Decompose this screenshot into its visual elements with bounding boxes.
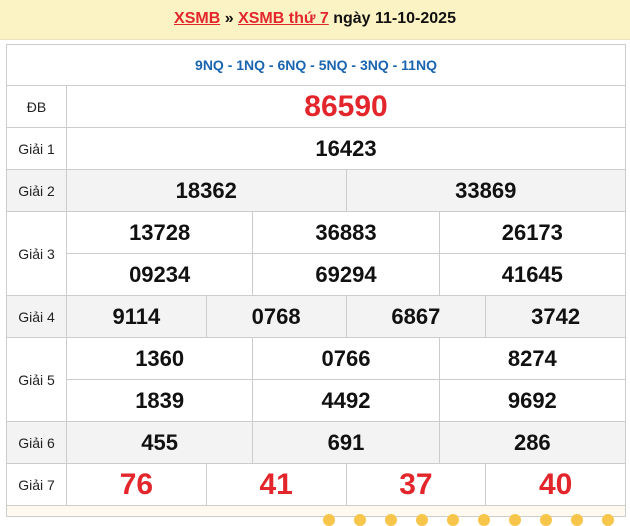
prize-number: 1360 bbox=[135, 345, 185, 371]
ball-icon bbox=[323, 514, 335, 526]
number-balls-strip bbox=[6, 505, 626, 526]
prize-number: 33869 bbox=[345, 170, 626, 211]
prize-number: 13728 bbox=[129, 219, 191, 245]
ball-icon bbox=[540, 514, 552, 526]
prize-row-g4: Giải 4 9114 0768 6867 3742 bbox=[7, 296, 625, 338]
prize-number: 9114 bbox=[112, 303, 161, 329]
prize-number: 86590 bbox=[304, 89, 388, 123]
prize-label: Giải 2 bbox=[7, 170, 67, 211]
prize-label: Giải 7 bbox=[7, 464, 67, 505]
prize-number: 455 bbox=[141, 429, 179, 455]
ball-icon bbox=[571, 514, 583, 526]
prize-number: 40 bbox=[485, 464, 625, 505]
prize-number: 26173 bbox=[438, 212, 625, 253]
results-header: XSMB » XSMB thứ 7 ngày 11-10-2025 bbox=[0, 0, 630, 40]
prize-number: 18362 bbox=[175, 177, 237, 203]
prize-label: Giải 3 bbox=[7, 212, 67, 295]
prize-number: 286 bbox=[438, 422, 625, 463]
ball-icon bbox=[447, 514, 459, 526]
prize-number: 6867 bbox=[345, 296, 486, 337]
prize-row-g7: Giải 7 76 41 37 40 bbox=[7, 464, 625, 506]
ball-icon bbox=[478, 514, 490, 526]
prize-label: ĐB bbox=[7, 86, 67, 127]
prize-label: Giải 5 bbox=[7, 338, 67, 421]
prize-number: 3742 bbox=[485, 296, 625, 337]
prize-number: 09234 bbox=[129, 261, 191, 287]
prize-row-db: ĐB 86590 bbox=[7, 86, 625, 128]
prize-number: 9692 bbox=[438, 380, 625, 421]
prize-number: 41645 bbox=[438, 254, 625, 295]
prize-row-g2: Giải 2 18362 33869 bbox=[7, 170, 625, 212]
prize-row-g1: Giải 1 16423 bbox=[7, 128, 625, 170]
xsmb-link[interactable]: XSMB bbox=[174, 10, 221, 27]
prize-label: Giải 4 bbox=[7, 296, 67, 337]
prize-number: 41 bbox=[205, 464, 346, 505]
prize-row-g6: Giải 6 455 691 286 bbox=[7, 422, 625, 464]
prize-number: 16423 bbox=[315, 135, 377, 161]
prize-label: Giải 1 bbox=[7, 128, 67, 169]
prize-number: 8274 bbox=[438, 338, 625, 379]
ball-icon bbox=[602, 514, 614, 526]
prize-row-g5: Giải 5 1360 0766 8274 1839 4492 9692 bbox=[7, 338, 625, 422]
prize-number: 4492 bbox=[252, 380, 438, 421]
prize-row-g3: Giải 3 13728 36883 26173 09234 69294 416… bbox=[7, 212, 625, 296]
results-table: 9NQ - 1NQ - 6NQ - 5NQ - 3NQ - 11NQ ĐB 86… bbox=[6, 44, 626, 506]
prize-number: 76 bbox=[119, 467, 154, 501]
ball-icon bbox=[385, 514, 397, 526]
prize-number: 0766 bbox=[252, 338, 438, 379]
prize-number: 691 bbox=[252, 422, 438, 463]
prize-number: 69294 bbox=[252, 254, 438, 295]
draw-date: ngày 11-10-2025 bbox=[328, 10, 456, 27]
prize-number: 0768 bbox=[205, 296, 346, 337]
ball-icon bbox=[416, 514, 428, 526]
prize-number: 36883 bbox=[252, 212, 438, 253]
prize-number: 37 bbox=[345, 464, 486, 505]
xsmb-saturday-link[interactable]: XSMB thứ 7 bbox=[238, 10, 329, 27]
draw-codes: 9NQ - 1NQ - 6NQ - 5NQ - 3NQ - 11NQ bbox=[7, 45, 625, 86]
ball-icon bbox=[354, 514, 366, 526]
prize-label: Giải 6 bbox=[7, 422, 67, 463]
breadcrumb-separator: » bbox=[220, 10, 239, 27]
ball-icon bbox=[509, 514, 521, 526]
prize-number: 1839 bbox=[135, 387, 185, 413]
